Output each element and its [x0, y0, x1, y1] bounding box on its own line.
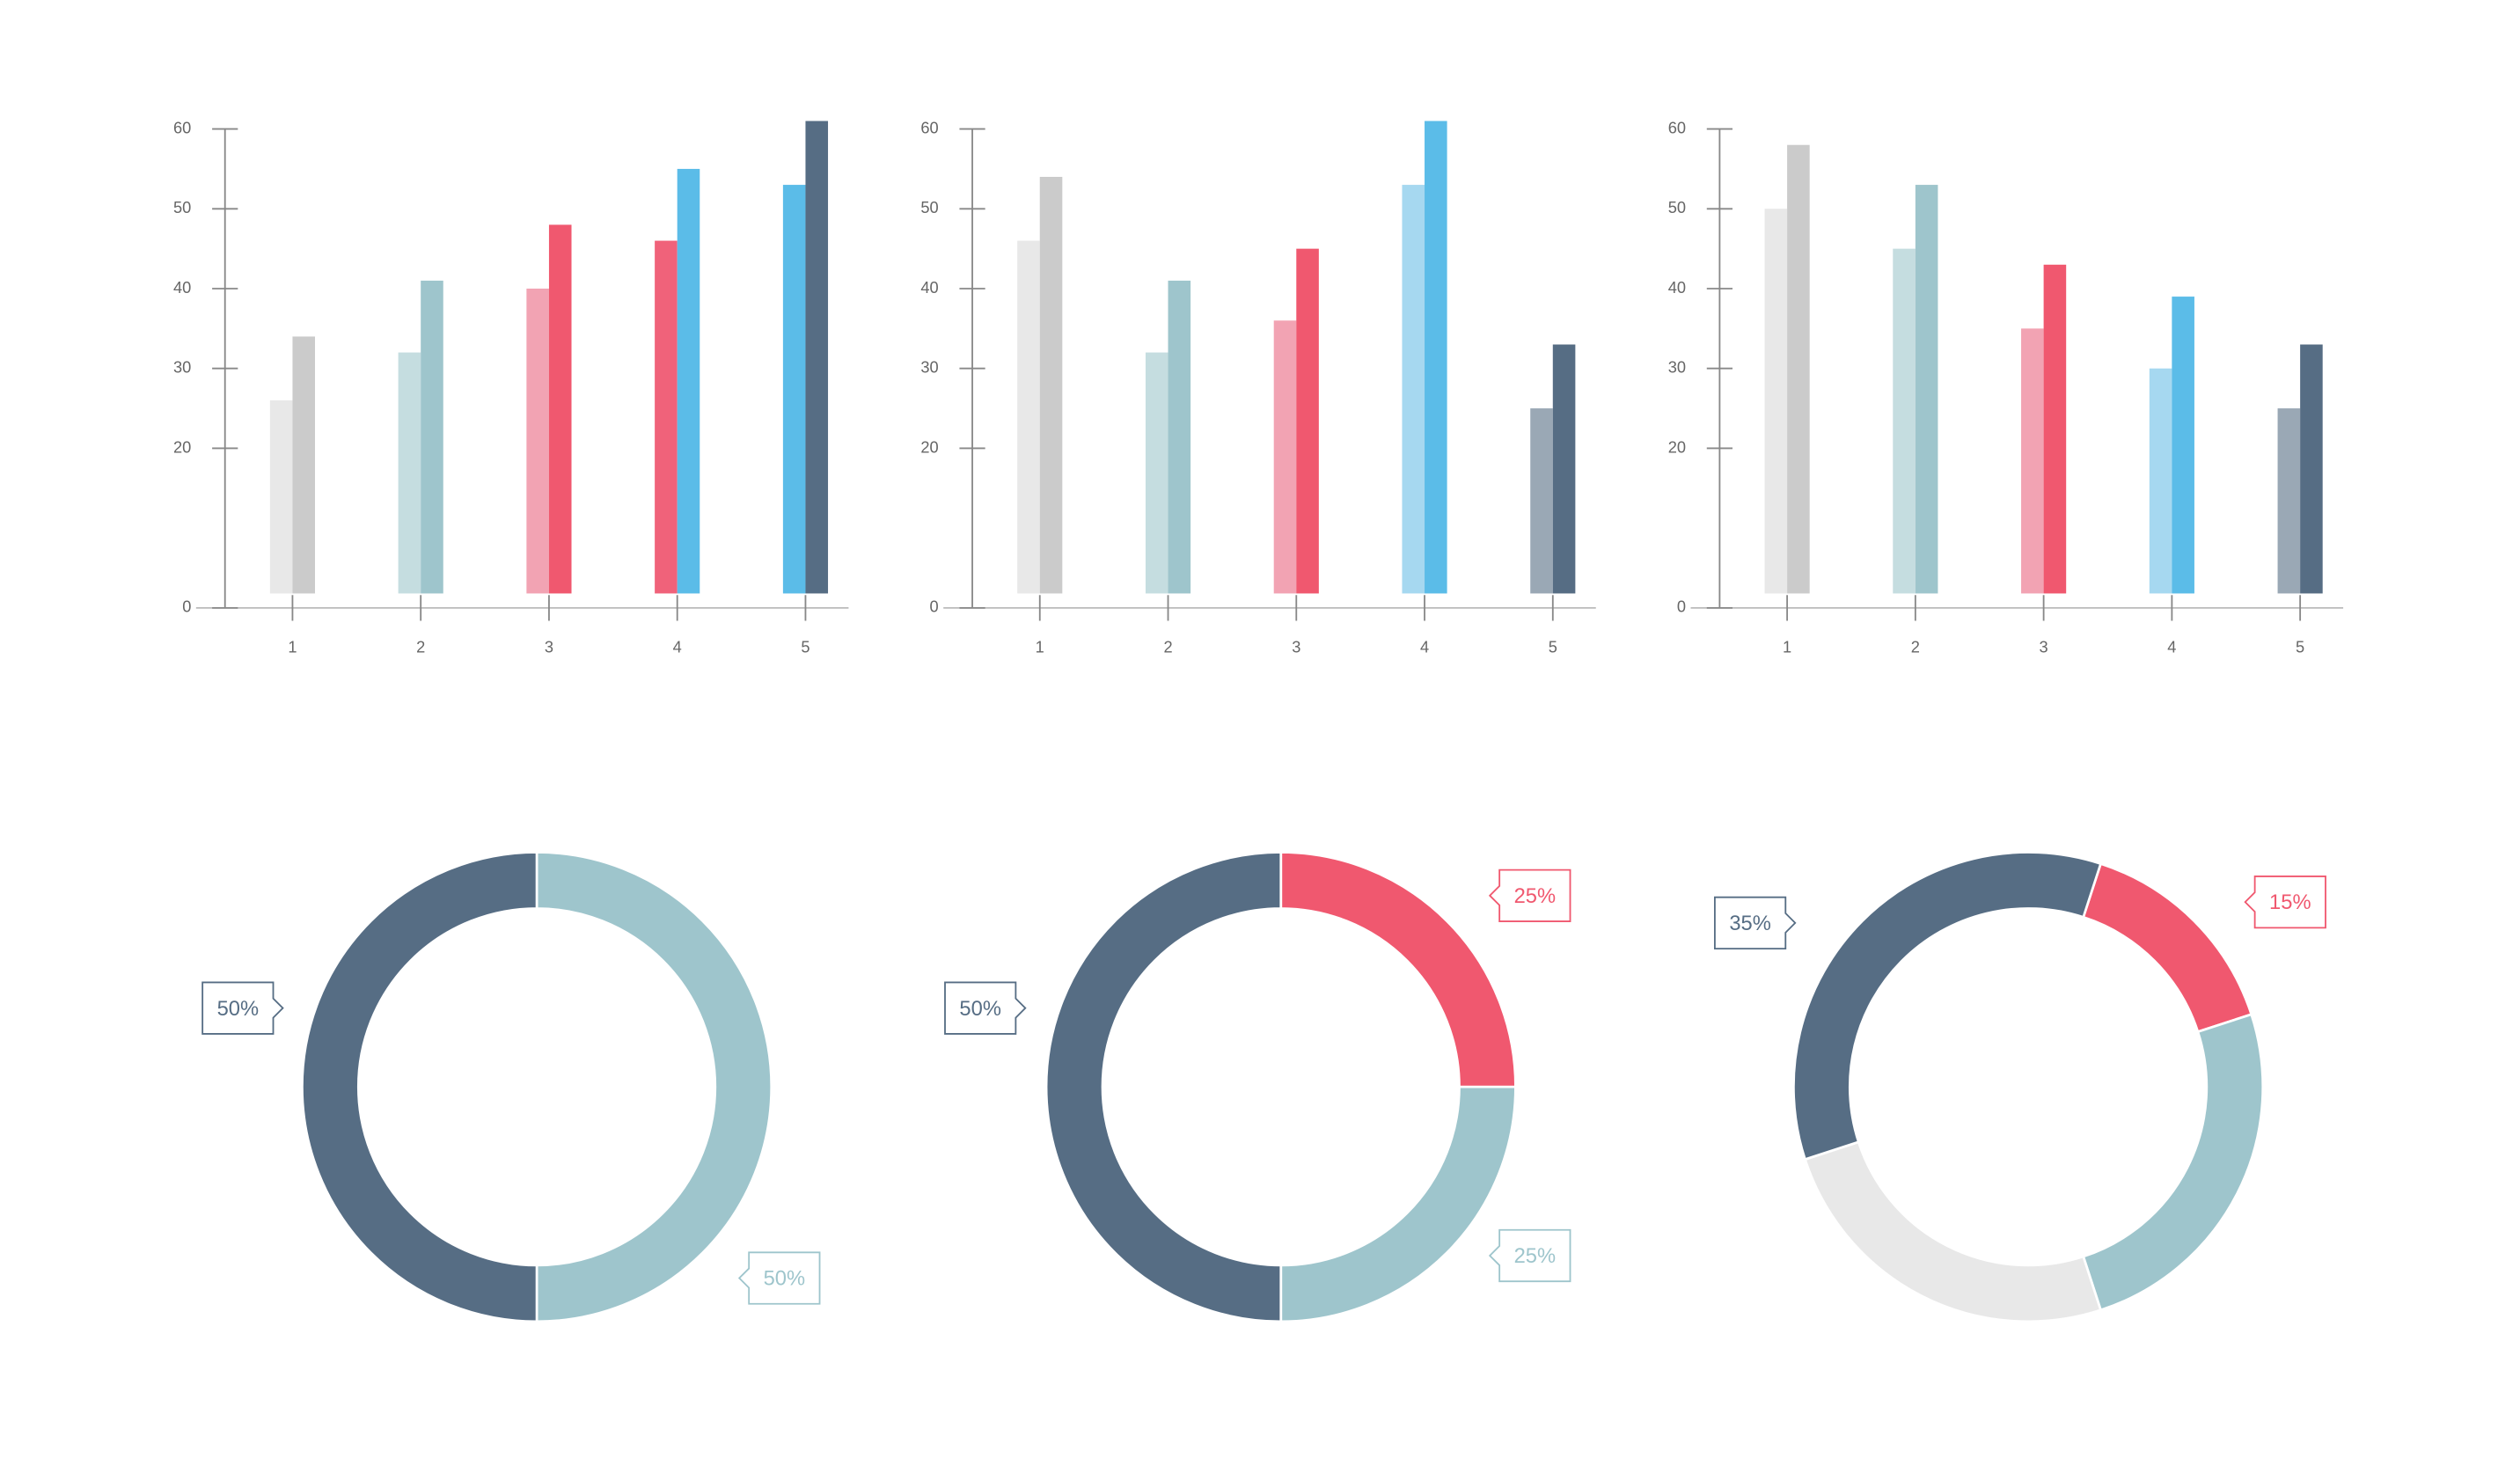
donut-segment [2082, 861, 2253, 1034]
bar [1017, 240, 1040, 594]
bar [2300, 344, 2323, 594]
x-tick-label: 2 [1911, 637, 1920, 656]
bar [1425, 121, 1447, 594]
value-label: 25% [1514, 1245, 1557, 1268]
bar-chart: 0 20 30 40 50 60 1 2 3 4 5 [173, 118, 849, 656]
bar [269, 400, 293, 594]
bar [805, 121, 829, 594]
x-tick-label: 4 [673, 637, 682, 656]
y-tick-label: 60 [173, 118, 191, 136]
donut-segment [535, 851, 773, 1323]
bar [1273, 320, 1297, 594]
x-tick-label: 3 [545, 637, 553, 656]
value-label: 15% [2269, 891, 2311, 914]
y-tick-label: 0 [182, 597, 191, 616]
bar [1764, 209, 1788, 594]
y-tick-label: 20 [920, 437, 938, 456]
y-tick-label: 50 [1668, 198, 1686, 216]
bar [2149, 368, 2172, 594]
donut-segment [1792, 851, 2103, 1162]
bar [548, 224, 572, 594]
bar [1552, 344, 1576, 594]
donut-segment [1279, 851, 1517, 1088]
bar [292, 336, 315, 594]
value-label: 50% [764, 1268, 806, 1291]
bar [677, 168, 700, 594]
bar [421, 280, 443, 594]
donut-chart: 15% 35% [1713, 851, 2326, 1323]
label-callout [1713, 896, 1797, 950]
x-tick-label: 2 [1163, 637, 1172, 656]
x-tick-label: 1 [1783, 637, 1791, 656]
bar [1296, 248, 1319, 594]
bar [398, 352, 421, 594]
label-callout [1488, 868, 1571, 922]
label-callout [944, 981, 1027, 1035]
donut-chart: 50% 50% [201, 851, 821, 1323]
bar [1787, 144, 1810, 594]
y-tick-label: 30 [173, 358, 191, 377]
bar [1039, 177, 1063, 594]
y-tick-label: 50 [173, 198, 191, 216]
bar [1145, 352, 1168, 594]
y-tick-label: 30 [920, 358, 938, 377]
label-callout [1488, 1228, 1571, 1283]
bar [2277, 408, 2301, 594]
x-tick-label: 5 [2296, 637, 2304, 656]
label-callout [2244, 875, 2326, 929]
y-tick-label: 30 [1668, 358, 1686, 377]
y-tick-label: 50 [920, 198, 938, 216]
y-tick-label: 40 [173, 278, 191, 297]
x-tick-label: 2 [416, 637, 425, 656]
value-label: 50% [217, 998, 260, 1021]
x-tick-label: 5 [801, 637, 809, 656]
y-tick-label: 60 [920, 118, 938, 136]
bar-chart: 0 20 30 40 50 60 1 2 3 4 5 [1668, 118, 2344, 656]
x-tick-label: 3 [2040, 637, 2048, 656]
donut-segment [1279, 1085, 1517, 1323]
y-tick-label: 40 [920, 278, 938, 297]
bar [1893, 248, 1916, 594]
label-callout [201, 981, 284, 1035]
bar [1915, 185, 1938, 594]
label-callout [737, 1251, 821, 1305]
x-tick-label: 5 [1549, 637, 1557, 656]
x-tick-label: 4 [2167, 637, 2176, 656]
bar-chart: 0 20 30 40 50 60 1 2 3 4 5 [920, 118, 1596, 656]
bar [526, 289, 549, 594]
donut-chart: 25% 25% 50% [944, 851, 1571, 1323]
value-label: 50% [959, 998, 1001, 1021]
y-tick-label: 60 [1668, 118, 1686, 136]
y-tick-label: 0 [930, 597, 939, 616]
donut-segment [301, 851, 538, 1323]
y-tick-label: 40 [1668, 278, 1686, 297]
x-tick-label: 1 [1036, 637, 1044, 656]
bar [1402, 185, 1425, 594]
donut-segment [1044, 851, 1283, 1323]
bar [655, 240, 678, 594]
value-label: 25% [1514, 885, 1557, 908]
bar [782, 185, 806, 594]
value-label: 35% [1729, 912, 1771, 935]
y-tick-label: 20 [1668, 437, 1686, 456]
bar [1530, 408, 1553, 594]
donut-segment [2082, 1013, 2265, 1312]
bar [2172, 297, 2194, 594]
y-tick-label: 0 [1677, 597, 1686, 616]
x-tick-label: 1 [288, 637, 297, 656]
x-tick-label: 3 [1292, 637, 1300, 656]
bar [2021, 328, 2044, 594]
x-tick-label: 4 [1420, 637, 1429, 656]
donut-segment [1803, 1140, 2103, 1323]
bar [2043, 264, 2067, 594]
bar [1168, 280, 1191, 594]
y-tick-label: 20 [173, 437, 191, 456]
